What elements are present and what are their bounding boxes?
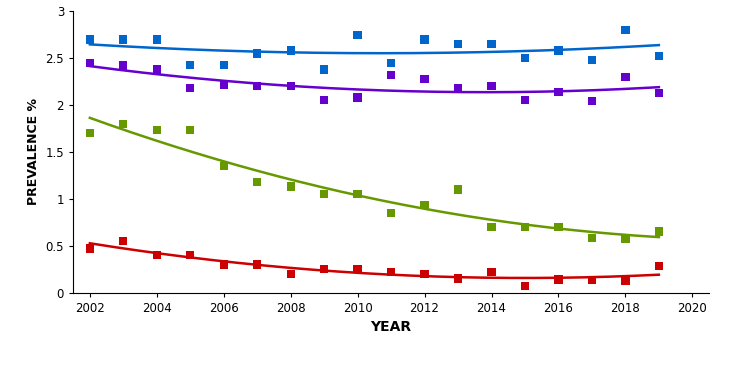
Point — [352, 94, 363, 100]
Point — [485, 224, 497, 230]
Point — [218, 163, 230, 169]
Point — [218, 261, 230, 267]
Point — [184, 85, 196, 91]
Point — [419, 202, 431, 208]
Point — [385, 269, 397, 275]
Point — [519, 55, 531, 61]
Point — [519, 283, 531, 289]
Point — [184, 252, 196, 258]
Point — [352, 266, 363, 272]
Point — [653, 228, 664, 235]
Point — [485, 83, 497, 89]
Point — [151, 252, 162, 258]
Point — [452, 85, 464, 91]
Point — [285, 271, 297, 277]
Point — [620, 278, 632, 284]
Point — [151, 128, 162, 134]
Point — [285, 48, 297, 54]
X-axis label: YEAR: YEAR — [371, 320, 412, 334]
Point — [620, 236, 632, 242]
Point — [84, 130, 96, 136]
Point — [318, 191, 330, 197]
Point — [151, 66, 162, 72]
Point — [586, 278, 598, 284]
Point — [184, 128, 196, 134]
Point — [118, 238, 129, 244]
Point — [419, 36, 431, 42]
Point — [218, 81, 230, 87]
Point — [84, 36, 96, 42]
Point — [151, 36, 162, 42]
Point — [251, 83, 263, 89]
Point — [118, 36, 129, 42]
Point — [653, 53, 664, 59]
Point — [419, 271, 431, 277]
Point — [218, 62, 230, 68]
Point — [452, 41, 464, 47]
Point — [385, 210, 397, 216]
Point — [118, 121, 129, 127]
Point — [318, 98, 330, 104]
Point — [84, 246, 96, 252]
Point — [553, 89, 564, 95]
Point — [251, 51, 263, 57]
Point — [285, 83, 297, 89]
Point — [84, 60, 96, 66]
Point — [586, 235, 598, 241]
Point — [452, 275, 464, 281]
Point — [385, 60, 397, 66]
Point — [452, 186, 464, 192]
Point — [251, 261, 263, 267]
Point — [653, 263, 664, 269]
Point — [553, 48, 564, 54]
Point — [485, 269, 497, 275]
Point — [251, 179, 263, 185]
Point — [318, 66, 330, 72]
Point — [419, 76, 431, 82]
Point — [586, 57, 598, 63]
Point — [553, 224, 564, 230]
Point — [352, 32, 363, 38]
Point — [586, 98, 598, 104]
Point — [519, 98, 531, 104]
Point — [485, 41, 497, 47]
Point — [385, 72, 397, 78]
Point — [285, 184, 297, 190]
Point — [553, 276, 564, 282]
Point — [519, 224, 531, 230]
Point — [352, 191, 363, 197]
Point — [318, 266, 330, 272]
Y-axis label: PREVALENCE %: PREVALENCE % — [27, 98, 40, 206]
Point — [184, 62, 196, 68]
Point — [653, 90, 664, 96]
Point — [118, 63, 129, 69]
Point — [620, 27, 632, 33]
Point — [620, 74, 632, 80]
